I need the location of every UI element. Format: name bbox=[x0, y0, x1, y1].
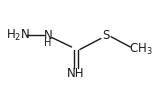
Text: NH: NH bbox=[67, 67, 84, 80]
Text: H: H bbox=[44, 38, 52, 48]
Text: H$_2$N: H$_2$N bbox=[6, 28, 30, 43]
Text: CH$_3$: CH$_3$ bbox=[129, 42, 153, 57]
Text: N: N bbox=[43, 29, 52, 42]
Text: S: S bbox=[102, 29, 110, 42]
